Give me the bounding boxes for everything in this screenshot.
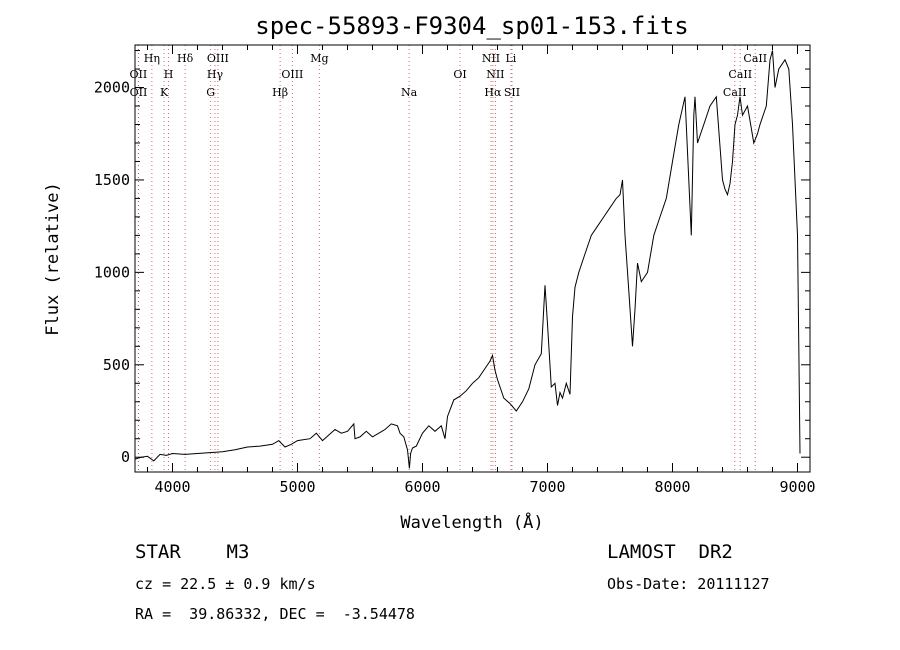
reference-line-label: CaII: [743, 52, 767, 65]
reference-line-label: Li: [505, 52, 516, 65]
x-axis-label: Wavelength (Å): [400, 511, 543, 533]
redshift-label: cz = 22.5 ± 0.9 km/s: [135, 575, 316, 593]
object-label: STAR M3: [135, 541, 250, 563]
reference-line-label: Hδ: [177, 52, 194, 65]
reference-line-label: CaII: [723, 86, 747, 99]
x-tick-label: 7000: [529, 478, 565, 496]
reference-line-label: Hα: [484, 86, 502, 99]
reference-line-label: OIII: [281, 68, 303, 81]
y-axis-ticks: 0 500 1000 1500 2000: [94, 50, 810, 466]
spectrum-line: [134, 50, 801, 469]
x-tick-label: 5000: [279, 478, 315, 496]
survey-label: LAMOST DR2: [607, 541, 733, 563]
obs-date-label: Obs-Date: 20111127: [607, 575, 770, 593]
y-tick-label: 0: [121, 448, 130, 466]
reference-line-label: SII: [504, 86, 520, 99]
reference-line-label: OIII: [207, 52, 229, 65]
reference-line-label: Hη: [144, 52, 160, 65]
y-tick-label: 1000: [94, 263, 130, 281]
reference-line-label: Hγ: [207, 68, 224, 81]
reference-line-label: OI: [453, 68, 466, 81]
reference-line-label: H: [164, 68, 174, 81]
x-tick-label: 6000: [404, 478, 440, 496]
reference-line-label: OII: [130, 86, 148, 99]
reference-line-label: CaII: [728, 68, 752, 81]
reference-line-label: NII: [482, 52, 500, 65]
x-axis-ticks: 4000 5000 6000 7000 8000 9000: [147, 45, 816, 496]
y-tick-label: 500: [103, 356, 130, 374]
reference-line-label: NII: [486, 68, 504, 81]
reference-line-label: G: [206, 86, 215, 99]
x-tick-label: 4000: [154, 478, 190, 496]
coordinates-label: RA = 39.86332, DEC = -3.54478: [135, 605, 415, 623]
x-tick-label: 9000: [779, 478, 815, 496]
reference-line-label: K: [160, 86, 169, 99]
chart-title: spec-55893-F9304_sp01-153.fits: [255, 12, 688, 40]
reference-lines: [137, 45, 756, 472]
reference-line-label: Na: [401, 86, 418, 99]
x-tick-label: 8000: [654, 478, 690, 496]
y-tick-label: 1500: [94, 171, 130, 189]
reference-line-label: Hβ: [272, 86, 288, 99]
y-axis-label: Flux (relative): [43, 182, 63, 336]
reference-line-label: OII: [130, 68, 148, 81]
y-tick-label: 2000: [94, 79, 130, 97]
reference-line-label: Mg: [310, 52, 328, 65]
